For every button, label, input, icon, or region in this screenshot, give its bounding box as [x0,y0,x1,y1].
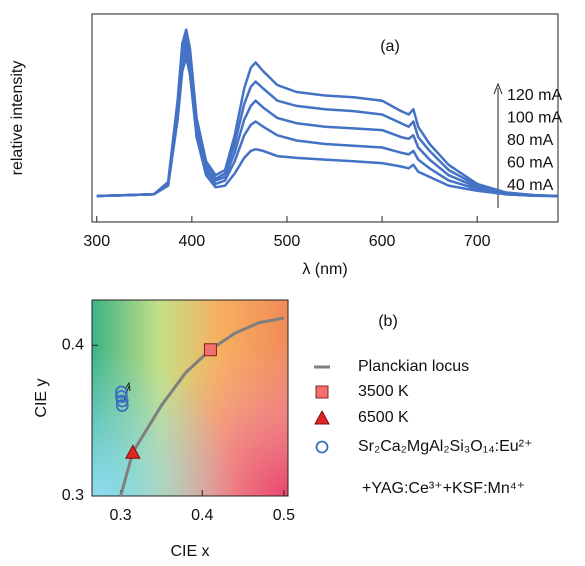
legend-label: Planckian locus [358,358,469,375]
cie-background [92,300,288,496]
current-label: 80 mA [507,132,554,149]
spectrum-line [96,49,559,198]
current-arrow-head [493,82,503,95]
current-label: 40 mA [507,177,554,194]
data-point [124,444,141,459]
data-point [115,390,128,403]
current-label: 120 mA [507,87,562,104]
plot-frame [91,13,559,223]
panel-label: (a) [380,38,400,55]
planckian-locus [119,316,285,497]
spectrum-line [96,56,559,198]
current-label: 100 mA [507,110,562,127]
data-point [115,385,128,399]
data-point [115,399,129,412]
plot-frame [91,299,289,497]
data-point [203,343,217,357]
legend-marker [315,385,329,399]
shift-arrow-head [124,381,131,392]
x-axis-label: CIE x [170,543,209,560]
current-label: 60 mA [507,155,554,172]
y-axis-label: CIE y [33,378,50,417]
x-tick-label: 400 [179,233,206,250]
legend-label: +YAG:Ce³⁺+KSF:Mn⁴⁺ [362,480,525,497]
y-tick-label: 0.3 [62,487,84,504]
legend-label: 3500 K [358,383,409,400]
x-tick-label: 0.4 [191,507,213,524]
x-tick-label: 700 [464,233,491,250]
panel-label: (b) [378,313,398,330]
spectrum-line [96,35,559,198]
spectrum-line [96,42,559,198]
x-tick-label: 600 [369,233,396,250]
spectrum-line [96,28,559,198]
y-axis-label: relative intensity [9,61,26,176]
data-point [115,394,129,408]
legend-label: Sr₂Ca₂MgAl₂Si₃O₁₄:Eu²⁺ [358,438,532,455]
x-tick-label: 0.5 [273,507,295,524]
legend-marker [315,440,329,454]
legend-label: 6500 K [358,409,409,426]
x-axis-label: λ (nm) [302,261,347,278]
x-tick-label: 500 [274,233,301,250]
legend-marker [314,409,330,425]
y-tick-label: 0.4 [62,336,84,353]
x-tick-label: 0.3 [109,507,131,524]
x-tick-label: 300 [83,233,110,250]
